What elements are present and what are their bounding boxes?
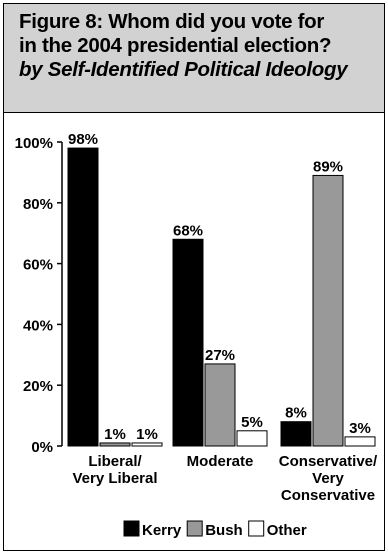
title-box: Figure 8: Whom did you vote for in the 2… bbox=[4, 4, 384, 113]
data-label: 5% bbox=[241, 414, 263, 431]
bar bbox=[312, 174, 344, 447]
y-tick-label: 20% bbox=[23, 378, 53, 395]
legend-swatch bbox=[123, 520, 140, 537]
data-label: 1% bbox=[104, 426, 126, 443]
chart-subtitle: by Self-Identified Political Ideology bbox=[19, 58, 348, 81]
bar bbox=[67, 147, 99, 447]
bar bbox=[236, 430, 268, 447]
y-tick-label: 80% bbox=[23, 196, 53, 213]
y-tick-label: 40% bbox=[23, 317, 53, 334]
category-label: Liberal/ bbox=[88, 453, 142, 470]
data-label: 1% bbox=[136, 426, 158, 443]
bar bbox=[280, 421, 312, 447]
bar bbox=[344, 436, 376, 447]
bar bbox=[131, 442, 163, 447]
data-label: 27% bbox=[205, 347, 235, 364]
legend-label: Bush bbox=[205, 522, 243, 539]
data-label: 89% bbox=[313, 158, 343, 175]
data-label: 3% bbox=[349, 420, 371, 437]
bar bbox=[99, 442, 131, 447]
legend-swatch bbox=[248, 520, 265, 537]
chart-title-line-1: Figure 8: Whom did you vote for bbox=[19, 10, 325, 33]
category-label: Conservative bbox=[281, 487, 375, 504]
legend-label: Other bbox=[267, 522, 307, 539]
bar bbox=[172, 238, 204, 447]
category-label: Very Liberal bbox=[72, 470, 157, 487]
chart-title-line-2: in the 2004 presidential election? bbox=[19, 34, 332, 57]
data-label: 98% bbox=[68, 131, 98, 148]
y-tick-label: 0% bbox=[31, 439, 53, 456]
legend-swatch bbox=[186, 520, 203, 537]
data-label: 68% bbox=[173, 222, 203, 239]
data-label: 8% bbox=[285, 405, 307, 422]
category-label: Very bbox=[312, 470, 344, 487]
y-tick-label: 60% bbox=[23, 257, 53, 274]
category-label: Conservative/ bbox=[279, 453, 378, 470]
y-tick-label: 100% bbox=[15, 135, 53, 152]
bar bbox=[204, 363, 236, 447]
category-label: Moderate bbox=[187, 453, 254, 470]
legend-label: Kerry bbox=[142, 522, 182, 539]
